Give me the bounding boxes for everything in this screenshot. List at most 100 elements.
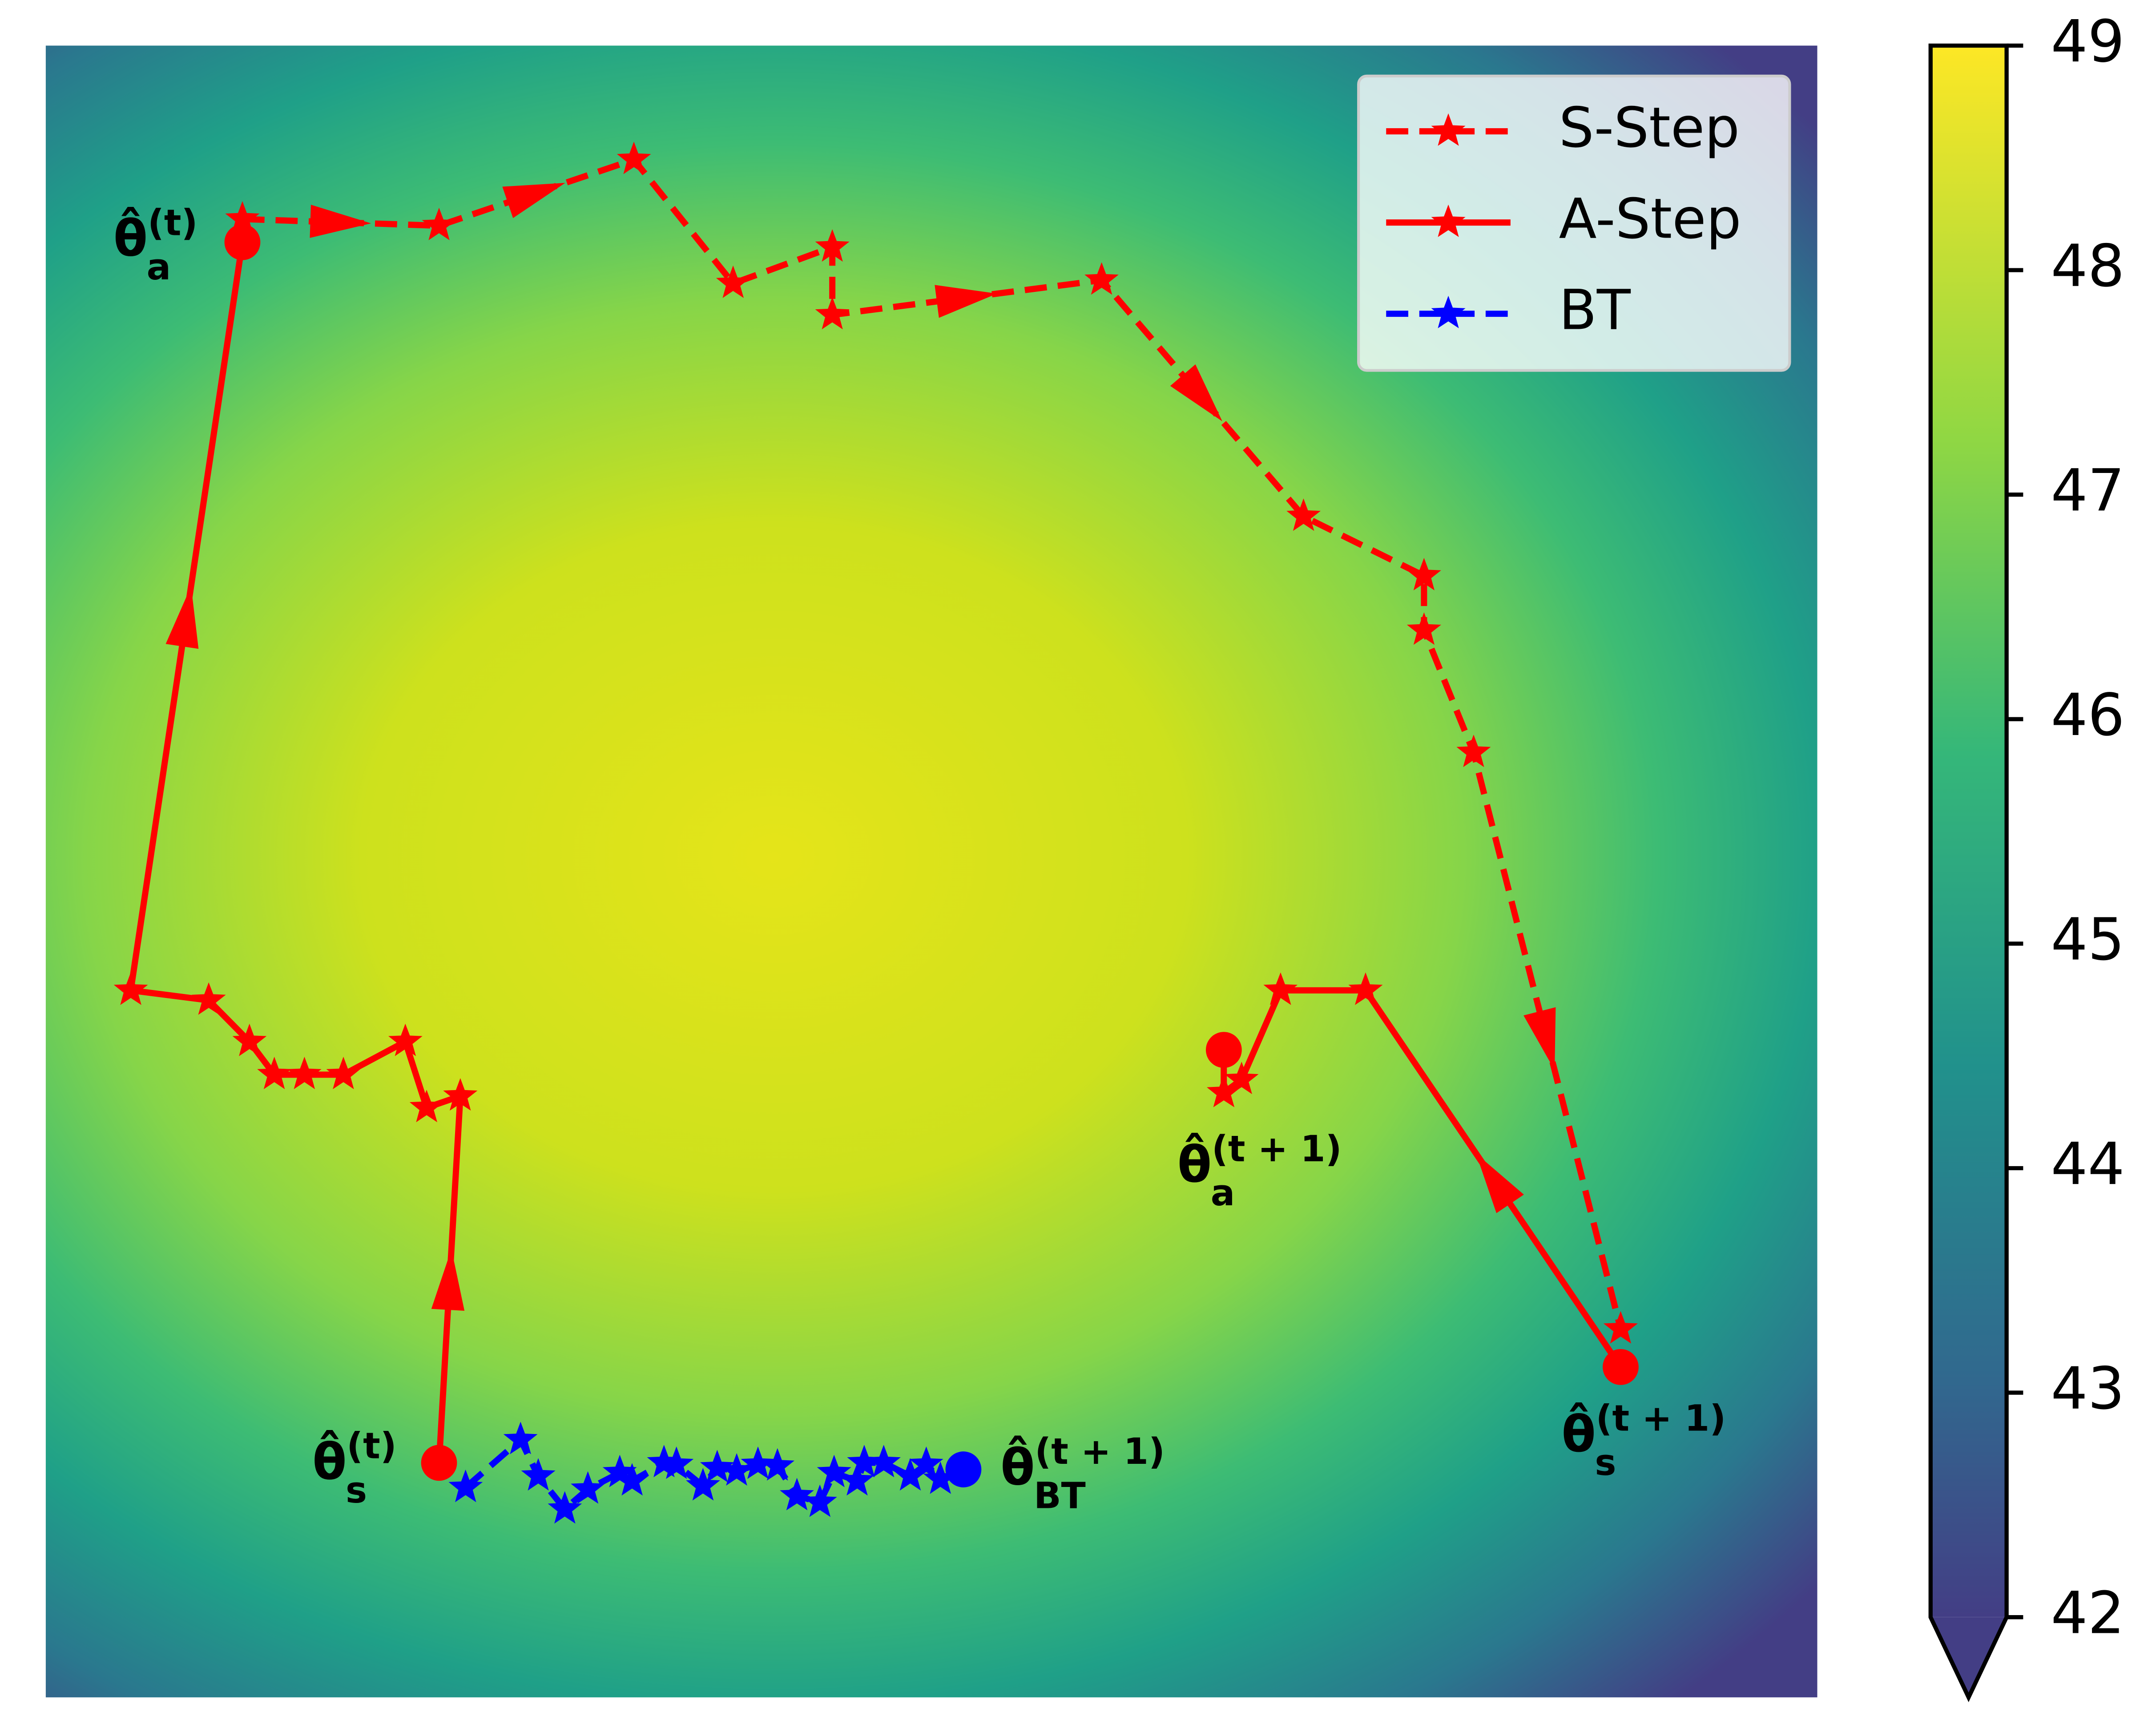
star-marker bbox=[443, 1078, 478, 1111]
endpoint-marker bbox=[1603, 1349, 1639, 1385]
star-marker bbox=[615, 1463, 649, 1496]
star-marker bbox=[388, 1023, 423, 1056]
direction-arrow bbox=[1476, 1153, 1524, 1213]
legend-label: S-Step bbox=[1559, 96, 1740, 160]
star-marker bbox=[815, 229, 850, 262]
direction-arrow bbox=[165, 586, 199, 649]
star-marker bbox=[548, 1491, 582, 1524]
star-marker bbox=[659, 1446, 694, 1479]
direction-arrow bbox=[935, 285, 997, 318]
annotation: θ̂(t + 1) bbox=[1562, 1398, 1726, 1463]
annotation: θ̂(t) bbox=[113, 202, 197, 267]
star-marker bbox=[617, 141, 651, 174]
star-marker bbox=[1406, 612, 1441, 645]
star-marker bbox=[686, 1468, 720, 1501]
colorbar-outline bbox=[1928, 43, 2009, 1702]
star-marker bbox=[780, 1478, 814, 1511]
endpoint-marker bbox=[1205, 1032, 1242, 1068]
colorbar-tick-label: 43 bbox=[2051, 1355, 2125, 1422]
annotation-sub: s bbox=[346, 1470, 367, 1511]
star-marker bbox=[719, 1453, 754, 1486]
annotations: θ̂(t)aθ̂(t)sθ̂(t + 1)aθ̂(t + 1)sθ̂(t + 1… bbox=[113, 141, 1726, 1524]
star-marker bbox=[866, 1445, 901, 1478]
annotation-base: θ̂ bbox=[113, 206, 148, 267]
annotation-sup: (t) bbox=[347, 1426, 396, 1467]
colorbar-gradient bbox=[1930, 45, 2007, 1617]
star-marker bbox=[1406, 557, 1441, 590]
annotation-base: θ̂ bbox=[1001, 1435, 1035, 1496]
star-marker bbox=[257, 1056, 291, 1089]
direction-arrow bbox=[310, 205, 371, 238]
colorbar-tick-label: 48 bbox=[2051, 232, 2125, 300]
colorbar-extend bbox=[1930, 1617, 2007, 1697]
star-marker bbox=[521, 1458, 556, 1491]
annotation-sub: BT bbox=[1034, 1475, 1086, 1517]
legend: S-Step A-Step BT bbox=[1357, 74, 1791, 372]
legend-star bbox=[1431, 113, 1466, 146]
star-marker bbox=[700, 1450, 734, 1483]
star-marker bbox=[1207, 1075, 1241, 1107]
star-marker bbox=[571, 1471, 605, 1504]
star-marker bbox=[409, 1090, 444, 1123]
star-marker bbox=[232, 1023, 267, 1056]
direction-arrow bbox=[502, 182, 565, 218]
legend-label: BT bbox=[1559, 278, 1631, 342]
star-marker bbox=[840, 1463, 874, 1496]
endpoint-marker bbox=[224, 224, 261, 260]
star-marker bbox=[909, 1446, 943, 1479]
annotation-base: θ̂ bbox=[1177, 1132, 1212, 1193]
star-marker bbox=[741, 1446, 775, 1479]
star-marker bbox=[1224, 1062, 1259, 1095]
star-marker bbox=[1603, 1311, 1638, 1344]
star-marker bbox=[326, 1056, 361, 1089]
annotation-sub: a bbox=[1211, 1172, 1235, 1214]
direction-arrow bbox=[1170, 364, 1222, 422]
star-marker bbox=[287, 1056, 322, 1089]
colorbar-tick-label: 46 bbox=[2051, 681, 2125, 749]
annotation-base: θ̂ bbox=[1562, 1402, 1596, 1463]
star-marker bbox=[191, 982, 226, 1015]
star-marker bbox=[802, 1484, 837, 1517]
annotation: θ̂(t + 1) bbox=[1001, 1431, 1165, 1496]
star-marker bbox=[1348, 972, 1383, 1005]
legend-star bbox=[1431, 204, 1466, 237]
star-marker bbox=[422, 207, 456, 240]
direction-arrow bbox=[431, 1249, 465, 1311]
star-marker bbox=[1084, 262, 1119, 295]
star-marker bbox=[815, 297, 850, 330]
annotation-sub: a bbox=[147, 246, 171, 288]
star-marker bbox=[1263, 972, 1298, 1005]
annotation-sup: (t + 1) bbox=[1596, 1398, 1726, 1440]
colorbar-tick-label: 42 bbox=[2051, 1579, 2125, 1647]
endpoint-marker bbox=[945, 1451, 982, 1487]
annotation: θ̂(t + 1) bbox=[1177, 1128, 1342, 1194]
star-marker bbox=[817, 1454, 851, 1487]
colorbar-tick-label: 49 bbox=[2051, 8, 2125, 75]
star-marker bbox=[923, 1461, 958, 1494]
annotation-sub: s bbox=[1595, 1442, 1616, 1484]
legend-box bbox=[1357, 74, 1791, 372]
star-marker bbox=[602, 1454, 637, 1487]
star-marker bbox=[847, 1445, 882, 1478]
annotation: θ̂(t) bbox=[312, 1426, 396, 1491]
star-marker bbox=[1456, 735, 1491, 768]
legend-star bbox=[1431, 295, 1466, 328]
star-marker bbox=[716, 265, 750, 298]
endpoint-marker bbox=[421, 1445, 457, 1481]
annotation-sup: (t + 1) bbox=[1035, 1431, 1165, 1473]
colorbar: 42 43 44 45 46 47 48 49 bbox=[1928, 8, 2125, 1702]
annotation-base: θ̂ bbox=[312, 1430, 347, 1491]
star-marker bbox=[113, 972, 148, 1005]
colorbar-tick-label: 45 bbox=[2051, 906, 2125, 974]
direction-arrow bbox=[1523, 1007, 1556, 1071]
annotation-sup: (t) bbox=[148, 202, 197, 244]
annotation-sup: (t + 1) bbox=[1212, 1128, 1342, 1170]
star-marker bbox=[448, 1469, 483, 1503]
star-marker bbox=[760, 1448, 795, 1481]
colorbar-tick-label: 44 bbox=[2051, 1130, 2125, 1198]
legend-label: A-Step bbox=[1559, 187, 1741, 251]
star-marker bbox=[503, 1422, 538, 1454]
colorbar-tick-label: 47 bbox=[2051, 456, 2125, 524]
